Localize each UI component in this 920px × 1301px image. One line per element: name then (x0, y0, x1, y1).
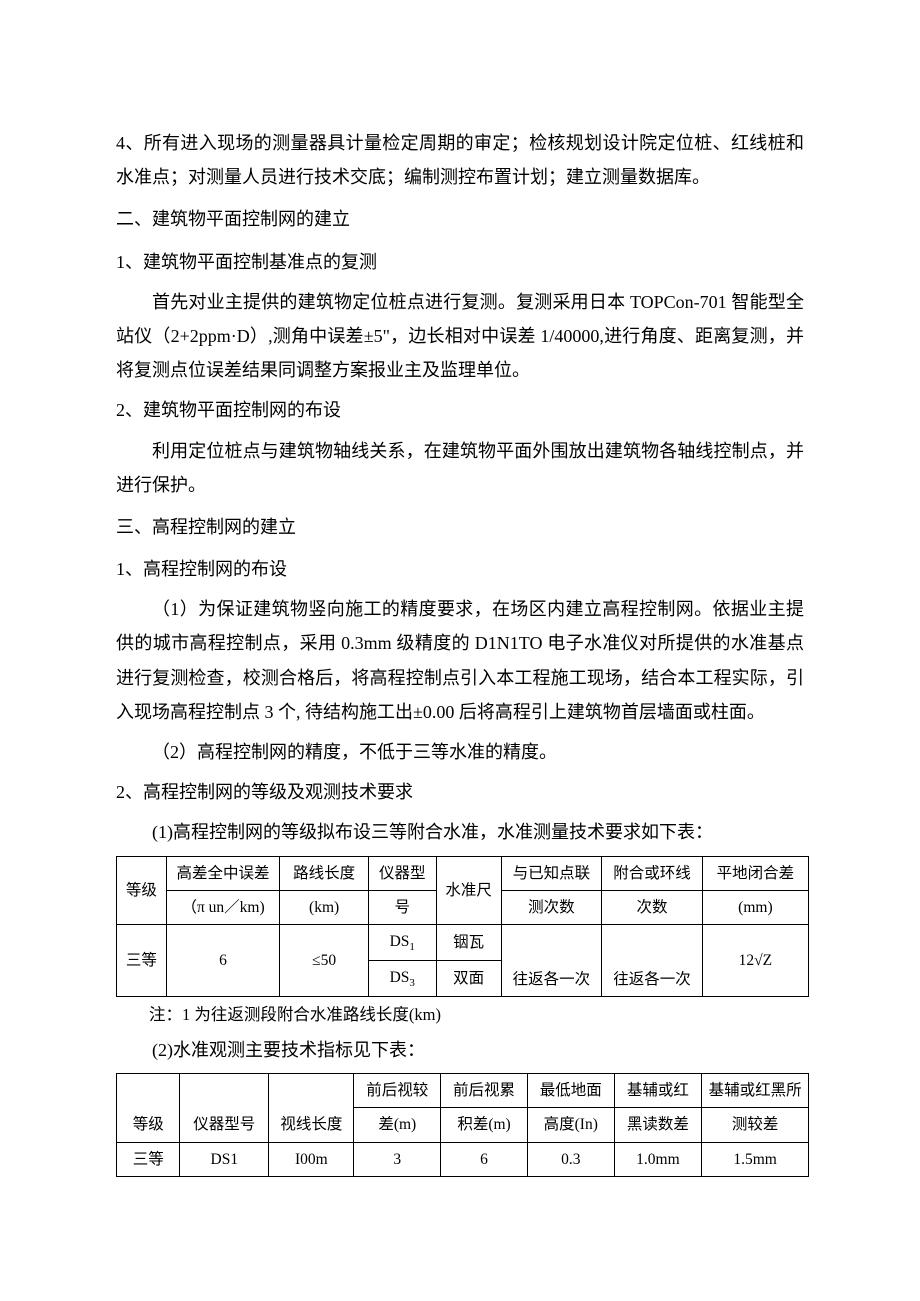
table-header-row: 等级 仪器型号 视线长度 前后视较 前后视累 最低地面 基辅或红 基辅或红黑所 (117, 1073, 809, 1107)
col-diff1-b: 黑读数差 (614, 1108, 702, 1142)
col-cum-b: 积差(m) (441, 1108, 528, 1142)
cell-err: 6 (166, 925, 279, 997)
col-height-b: 高度(In) (527, 1108, 614, 1142)
table-note: 注：1 为往返测段附合水准路线长度(km) (116, 999, 804, 1030)
col-diff2-b: 测较差 (702, 1108, 809, 1142)
body-text: 利用定位桩点与建筑物轴线关系，在建筑物平面外围放出建筑物各轴线控制点，并进行保护… (116, 434, 804, 502)
leveling-requirements-table: 等级 高差全中误差 路线长度 仪器型 水准尺 与已知点联 附合或环线 平地闭合差… (116, 856, 809, 998)
col-fb-a: 前后视较 (354, 1073, 441, 1107)
cell-diff1: 1.0mm (614, 1142, 702, 1176)
document-page: 4、所有进入现场的测量器具计量检定周期的审定；检核规划设计院定位桩、红线桩和水准… (0, 0, 920, 1239)
cell-instr2: DS3 (369, 961, 437, 997)
table-intro-2: (2)水准观测主要技术指标见下表： (116, 1033, 804, 1067)
col-cum-a: 前后视累 (441, 1073, 528, 1107)
section-heading-2: 二、建筑物平面控制网的建立 (116, 202, 804, 236)
subsection-2-2: 2、建筑物平面控制网的布设 (116, 393, 804, 427)
col-instr-a: 仪器型 (369, 856, 437, 890)
subsection-2-1: 1、建筑物平面控制基准点的复测 (116, 245, 804, 279)
col-height-a: 最低地面 (527, 1073, 614, 1107)
col-diff2-a: 基辅或红黑所 (702, 1073, 809, 1107)
table-header-row: 等级 高差全中误差 路线长度 仪器型 水准尺 与已知点联 附合或环线 平地闭合差 (117, 856, 809, 890)
cell-closure: 12√Z (702, 925, 808, 997)
table-row: 三等 DS1 I00m 3 6 0.3 1.0mm 1.5mm (117, 1142, 809, 1176)
col-err-a: 高差全中误差 (166, 856, 279, 890)
paragraph-item-4: 4、所有进入现场的测量器具计量检定周期的审定；检核规划设计院定位桩、红线桩和水准… (116, 126, 804, 194)
cell-height: 0.3 (527, 1142, 614, 1176)
section-heading-3: 三、高程控制网的建立 (116, 510, 804, 544)
col-diff1-a: 基辅或红 (614, 1073, 702, 1107)
cell-diff2: 1.5mm (702, 1142, 809, 1176)
cell-fb: 3 (354, 1142, 441, 1176)
col-len-b: (km) (280, 891, 369, 925)
cell-ruler2: 双面 (436, 961, 501, 997)
cell-grade: 三等 (117, 925, 167, 997)
subsection-3-1: 1、高程控制网的布设 (116, 552, 804, 586)
cell-times1: 往返各一次 (501, 925, 602, 997)
table-row: 三等 6 ≤50 DS1 铟瓦 往返各一次 往返各一次 12√Z (117, 925, 809, 961)
cell-sight: I00m (269, 1142, 354, 1176)
col-instr: 仪器型号 (180, 1073, 269, 1142)
col-grade: 等级 (117, 856, 167, 925)
body-text: 首先对业主提供的建筑物定位桩点进行复测。复测采用日本 TOPCon-701 智能… (116, 285, 804, 388)
col-err-b: （π un／km) (166, 891, 279, 925)
cell-len: ≤50 (280, 925, 369, 997)
col-known-b: 测次数 (501, 891, 602, 925)
subsection-3-2: 2、高程控制网的等级及观测技术要求 (116, 775, 804, 809)
table-intro-1: (1)高程控制网的等级拟布设三等附合水准，水准测量技术要求如下表： (116, 815, 804, 849)
col-known-a: 与已知点联 (501, 856, 602, 890)
cell-times2: 往返各一次 (602, 925, 703, 997)
observation-spec-table: 等级 仪器型号 视线长度 前后视较 前后视累 最低地面 基辅或红 基辅或红黑所 … (116, 1073, 809, 1177)
col-loop-b: 次数 (602, 891, 703, 925)
col-closure-a: 平地闭合差 (702, 856, 808, 890)
cell-instr1: DS1 (369, 925, 437, 961)
cell-ruler1: 铟瓦 (436, 925, 501, 961)
col-grade: 等级 (117, 1073, 180, 1142)
col-sight: 视线长度 (269, 1073, 354, 1142)
col-instr-b: 号 (369, 891, 437, 925)
body-text: （1）为保证建筑物竖向施工的精度要求，在场区内建立高程控制网。依据业主提供的城市… (116, 592, 804, 729)
col-fb-b: 差(m) (354, 1108, 441, 1142)
col-len-a: 路线长度 (280, 856, 369, 890)
col-ruler: 水准尺 (436, 856, 501, 925)
body-text: （2）高程控制网的精度，不低于三等水准的精度。 (116, 735, 804, 769)
cell-instr: DS1 (180, 1142, 269, 1176)
col-closure-b: (mm) (702, 891, 808, 925)
cell-cum: 6 (441, 1142, 528, 1176)
cell-grade: 三等 (117, 1142, 180, 1176)
col-loop-a: 附合或环线 (602, 856, 703, 890)
